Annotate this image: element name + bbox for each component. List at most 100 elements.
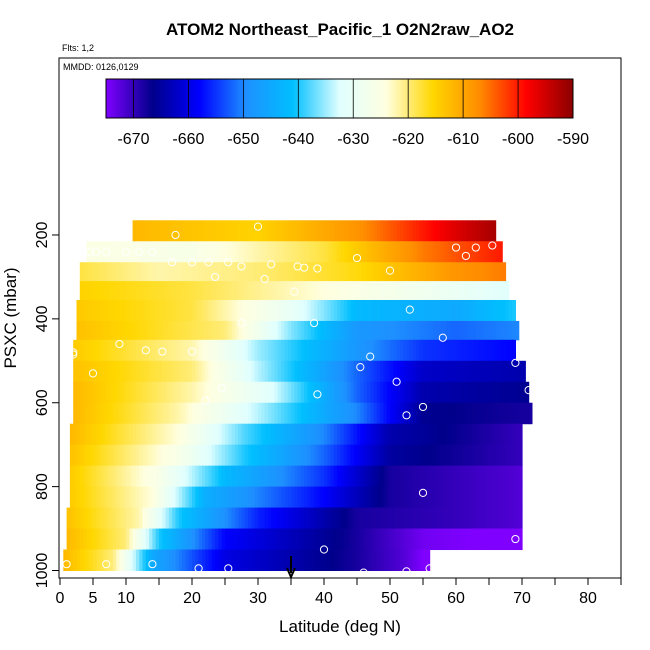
heatmap-cell — [198, 507, 203, 530]
heatmap-cell — [390, 241, 394, 263]
heatmap-cell — [307, 320, 312, 341]
heatmap-cell — [89, 299, 94, 322]
heatmap-cell — [284, 339, 289, 362]
heatmap-cell — [234, 281, 239, 301]
heatmap-cell — [244, 465, 249, 488]
heatmap-cell — [132, 528, 137, 551]
heatmap-cell — [406, 281, 411, 301]
heatmap-cell — [340, 444, 345, 467]
heatmap-cell — [172, 281, 177, 301]
heatmap-cell — [258, 486, 262, 509]
heatmap-cell — [419, 281, 424, 301]
heatmap-cell — [396, 381, 401, 404]
heatmap-cell — [383, 402, 388, 425]
heatmap-cell — [89, 549, 94, 571]
heatmap-cell — [304, 241, 309, 263]
heatmap-cell — [139, 549, 144, 571]
heatmap-cell — [218, 507, 223, 530]
heatmap-cell — [409, 241, 414, 263]
heatmap-cell — [439, 220, 444, 242]
heatmap-cell — [324, 423, 328, 446]
sample-point — [121, 247, 131, 256]
heatmap-cell — [327, 423, 332, 446]
heatmap-cell — [393, 486, 398, 509]
heatmap-cell — [122, 299, 127, 322]
heatmap-cell — [182, 549, 186, 571]
heatmap-cell — [277, 423, 282, 446]
heatmap-cell — [413, 444, 417, 467]
heatmap-cell — [162, 241, 167, 263]
heatmap-cell — [324, 444, 328, 467]
heatmap-cell — [102, 262, 107, 282]
heatmap-band — [73, 360, 526, 383]
heatmap-cell — [201, 444, 206, 467]
heatmap-cell — [360, 549, 365, 571]
heatmap-cell — [86, 381, 91, 404]
heatmap-cell — [159, 281, 163, 301]
heatmap-cell — [139, 486, 144, 509]
heatmap-cell — [452, 444, 457, 467]
colorbar-tick-label: -610 — [447, 131, 479, 148]
heatmap-cell — [386, 549, 391, 571]
heatmap-cell — [475, 444, 480, 467]
heatmap-cell — [248, 528, 252, 551]
heatmap-cell — [297, 465, 302, 488]
heatmap-cell — [324, 360, 328, 383]
heatmap-cell — [254, 360, 259, 383]
heatmap-cell — [297, 262, 302, 282]
heatmap-cell — [228, 360, 233, 383]
heatmap-cell — [86, 281, 91, 301]
heatmap-cell — [363, 320, 368, 341]
heatmap-cell — [386, 320, 391, 341]
heatmap-cell — [132, 299, 137, 322]
heatmap-cell — [162, 360, 167, 383]
heatmap-cell — [436, 220, 441, 242]
heatmap-cell — [99, 360, 104, 383]
heatmap-cell — [314, 299, 318, 322]
heatmap-cell — [211, 549, 216, 571]
heatmap-cell — [439, 320, 444, 341]
heatmap-cell — [83, 465, 87, 488]
heatmap-cell — [228, 423, 233, 446]
heatmap-cell — [175, 281, 180, 301]
heatmap-cell — [99, 381, 104, 404]
heatmap-cell — [337, 281, 342, 301]
heatmap-cell — [465, 241, 470, 263]
heatmap-cell — [333, 360, 338, 383]
heatmap-cell — [238, 444, 243, 467]
heatmap-cell — [254, 381, 259, 404]
sample-point — [451, 243, 461, 252]
heatmap-cell — [145, 241, 150, 263]
heatmap-cell — [132, 220, 137, 242]
heatmap-cell — [522, 381, 526, 404]
heatmap-cell — [495, 299, 500, 322]
heatmap-cell — [465, 402, 470, 425]
heatmap-cell — [228, 281, 233, 301]
heatmap-cell — [462, 507, 467, 530]
heatmap-cell — [396, 262, 401, 282]
heatmap-cell — [225, 241, 229, 263]
heatmap-cell — [241, 423, 246, 446]
heatmap-cell — [271, 486, 276, 509]
heatmap-cell — [459, 220, 464, 242]
heatmap-cell — [192, 241, 196, 263]
heatmap-cell — [512, 507, 516, 530]
heatmap-cell — [248, 549, 252, 571]
heatmap-cell — [383, 281, 388, 301]
heatmap-cell — [327, 220, 332, 242]
heatmap-cell — [423, 360, 427, 383]
heatmap-cell — [96, 381, 101, 404]
heatmap-cell — [149, 241, 153, 263]
heatmap-cell — [479, 299, 483, 322]
heatmap-cell — [66, 507, 71, 530]
heatmap-cell — [218, 299, 223, 322]
heatmap-cell — [231, 241, 236, 263]
heatmap-cell — [324, 299, 328, 322]
heatmap-cell — [300, 465, 305, 488]
heatmap-cell — [357, 465, 361, 488]
heatmap-cell — [376, 241, 381, 263]
sample-point — [418, 402, 428, 412]
heatmap-cell — [366, 360, 371, 383]
heatmap-cell — [258, 360, 262, 383]
heatmap-cell — [320, 220, 325, 242]
